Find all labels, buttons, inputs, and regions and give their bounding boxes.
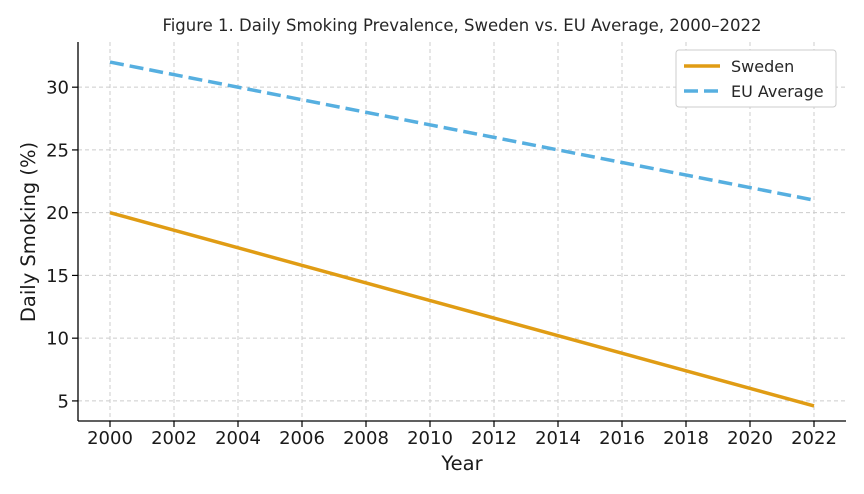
y-tick-label: 10	[46, 329, 69, 350]
x-tick-label: 2000	[87, 428, 133, 449]
y-tick-label: 15	[46, 266, 69, 287]
axes	[77, 42, 846, 422]
x-tick-label: 2016	[599, 428, 645, 449]
x-tick-label: 2004	[215, 428, 261, 449]
x-tick-label: 2002	[151, 428, 197, 449]
x-tick-label: 2008	[343, 428, 389, 449]
series-line-sweden	[109, 210, 815, 408]
y-tick-label: 25	[46, 140, 69, 161]
x-tick-label: 2022	[791, 428, 837, 449]
y-tick-label: 30	[46, 78, 69, 99]
legend-label-sweden: Sweden	[731, 57, 794, 76]
legend-label-eu-average: EU Average	[731, 82, 824, 101]
y-tick-label: 20	[46, 203, 69, 224]
y-axis-ticks: 5 10 15 20 25 30	[46, 78, 78, 412]
x-tick-label: 2006	[279, 428, 325, 449]
legend: Sweden EU Average	[675, 49, 837, 108]
y-axis-label: Daily Smoking (%)	[17, 142, 40, 322]
chart-title: Figure 1. Daily Smoking Prevalence, Swed…	[162, 16, 761, 35]
y-tick-label: 5	[58, 391, 69, 412]
x-tick-label: 2010	[407, 428, 453, 449]
x-tick-label: 2014	[535, 428, 581, 449]
x-tick-label: 2020	[727, 428, 773, 449]
series-lines	[109, 60, 815, 408]
x-axis-ticks: 2000 2002 2004 2006 2008 2010 2012 2014 2016 2018…	[87, 421, 837, 449]
x-axis-label: Year	[440, 452, 483, 475]
x-tick-label: 2018	[663, 428, 709, 449]
x-tick-label: 2012	[471, 428, 517, 449]
